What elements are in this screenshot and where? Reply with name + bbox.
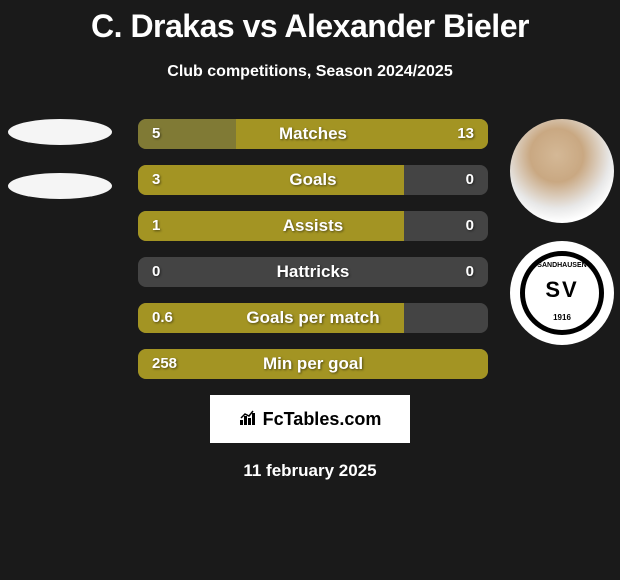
badge-inner: SANDHAUSEN SV 1916	[520, 251, 604, 335]
stat-label: Matches	[138, 119, 488, 149]
stat-row: Assists1 0	[138, 211, 488, 241]
stat-bars: Matches513Goals30Assists10Hattricks00Goa…	[138, 119, 488, 379]
stat-val-right: 0	[466, 165, 474, 195]
date-text: 11 february 2025	[0, 461, 620, 481]
stat-row: Hattricks0 0	[138, 257, 488, 287]
stat-label: Hattricks	[138, 257, 488, 287]
branding-label: FcTables.com	[263, 409, 382, 430]
stat-val-left: 0	[152, 257, 160, 287]
stat-label: Min per goal	[138, 349, 488, 379]
stat-val-left: 3	[152, 165, 160, 195]
stat-label: Assists	[138, 211, 488, 241]
stat-val-right: 13	[457, 119, 474, 149]
badge-letters: SV	[545, 277, 578, 303]
right-player-area: SANDHAUSEN SV 1916	[510, 119, 614, 223]
badge-club-name: SANDHAUSEN	[537, 262, 586, 269]
stat-val-left: 5	[152, 119, 160, 149]
stat-row: Min per goal258	[138, 349, 488, 379]
badge-year: 1916	[553, 313, 571, 322]
comparison-area: SANDHAUSEN SV 1916 Matches513Goals30Assi…	[0, 119, 620, 379]
stat-val-right: 0	[466, 257, 474, 287]
stat-label: Goals per match	[138, 303, 488, 333]
page-title: C. Drakas vs Alexander Bieler	[0, 0, 620, 45]
left-ellipse-2	[8, 173, 112, 199]
stat-val-right: 0	[466, 211, 474, 241]
left-player-area	[8, 119, 112, 223]
stat-label: Goals	[138, 165, 488, 195]
left-ellipse-1	[8, 119, 112, 145]
stat-val-left: 258	[152, 349, 177, 379]
stat-val-left: 1	[152, 211, 160, 241]
branding-text: FcTables.com	[239, 409, 382, 430]
stat-row: Matches5 13	[138, 119, 488, 149]
player-photo	[510, 119, 614, 223]
stat-val-left: 0.6	[152, 303, 173, 333]
stat-row: Goals3 0	[138, 165, 488, 195]
club-badge: SANDHAUSEN SV 1916	[510, 241, 614, 345]
subtitle: Club competitions, Season 2024/2025	[0, 63, 620, 81]
chart-icon	[239, 410, 259, 429]
branding-box: FcTables.com	[210, 395, 410, 443]
stat-row: Goals per match0.6	[138, 303, 488, 333]
